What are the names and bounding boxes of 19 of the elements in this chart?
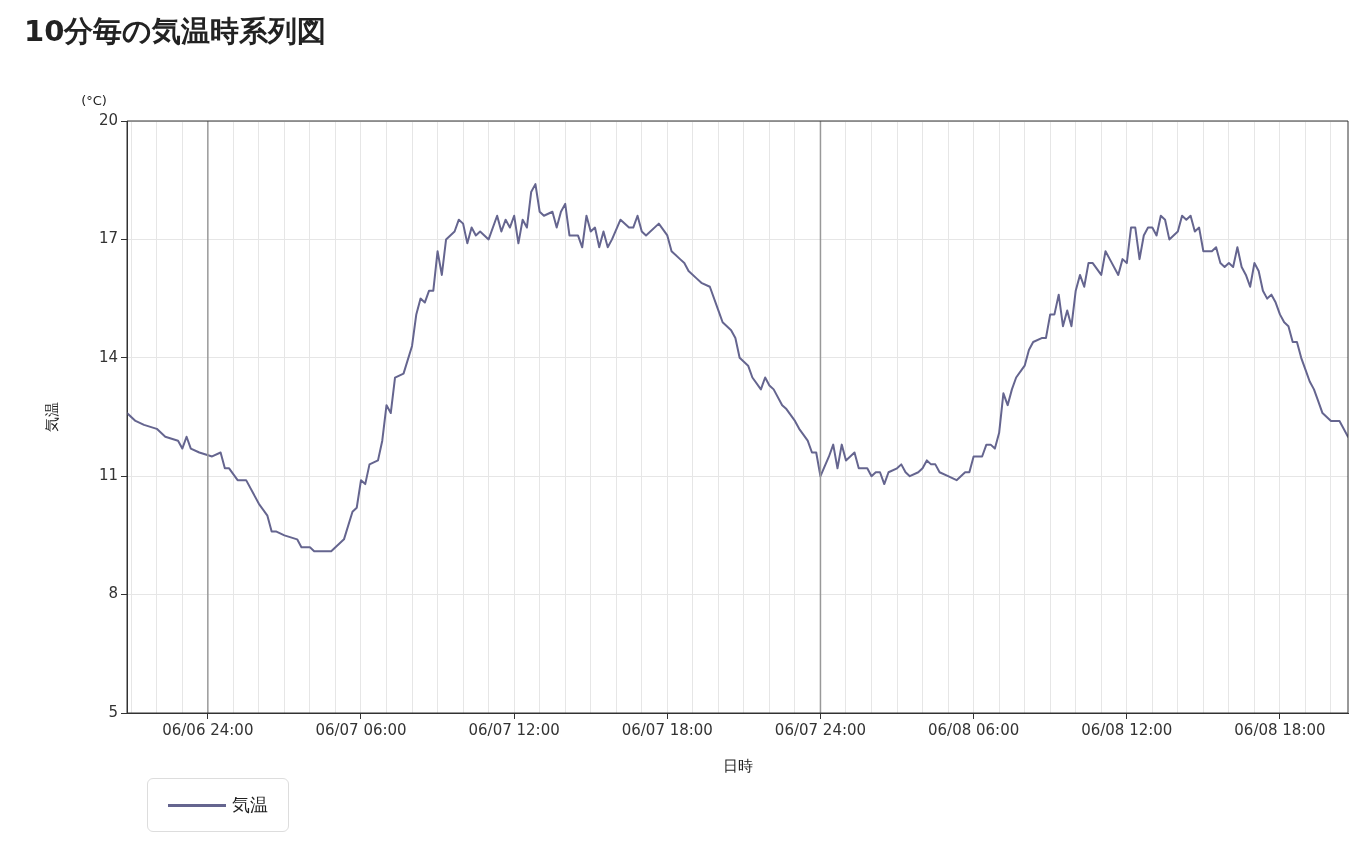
y-tick-label: 8 bbox=[108, 584, 118, 603]
x-axis-title: 日時 bbox=[722, 756, 753, 775]
legend-label: 気温 bbox=[232, 793, 268, 817]
x-tick-label: 06/08 06:00 bbox=[928, 720, 1020, 739]
text: (°C) bbox=[81, 93, 107, 108]
x-tick-label: 06/06 24:00 bbox=[162, 720, 254, 739]
x-tick-label: 06/07 06:00 bbox=[315, 720, 407, 739]
chart-title: 10分毎の気温時系列図 bbox=[24, 13, 327, 50]
x-tick-label: 06/08 18:00 bbox=[1234, 720, 1326, 739]
x-tick-label: 06/07 12:00 bbox=[468, 720, 560, 739]
y-tick-label: 14 bbox=[98, 347, 118, 366]
x-tick-label: 06/08 12:00 bbox=[1081, 720, 1173, 739]
y-axis-title: 気温 bbox=[42, 402, 61, 432]
y-tick-label: 5 bbox=[108, 702, 118, 721]
y-tick-label: 17 bbox=[98, 229, 118, 248]
x-tick-label: 06/07 18:00 bbox=[621, 720, 713, 739]
y-tick-label: 11 bbox=[98, 466, 118, 485]
y-tick-label: 20 bbox=[98, 110, 118, 129]
x-tick-label: 06/07 24:00 bbox=[774, 720, 867, 739]
